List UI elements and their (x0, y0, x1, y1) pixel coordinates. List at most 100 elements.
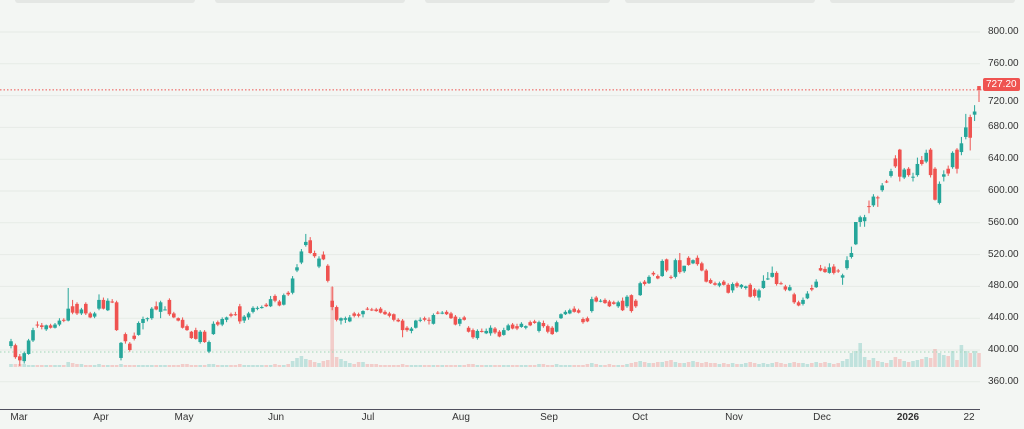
volume-bar (801, 363, 805, 367)
candle-body (717, 283, 722, 286)
candle-body (136, 322, 141, 335)
volume-bar (664, 361, 669, 367)
candle-body (110, 301, 114, 303)
candle-body (898, 149, 902, 177)
candle-body (524, 326, 528, 328)
volume-bar (400, 364, 405, 367)
candle-body (933, 168, 937, 200)
volume-bar (356, 362, 361, 367)
volume-bar (572, 365, 576, 367)
candle-body (664, 259, 669, 271)
volume-bar (647, 363, 651, 367)
volume-bar (642, 362, 647, 367)
volume-bar (651, 363, 656, 367)
volume-bar (40, 365, 44, 367)
volume-bar (739, 364, 744, 367)
candle-body (198, 331, 202, 343)
volume-bar (352, 364, 356, 367)
candle-body (299, 251, 304, 263)
volume-bar (911, 361, 915, 367)
volume-bar (290, 361, 295, 367)
candle-body (722, 281, 726, 285)
toolbar-segment (215, 0, 405, 3)
x-tick-label: Nov (725, 412, 743, 423)
volume-bar (172, 365, 176, 367)
candle-body (383, 311, 387, 315)
volume-bar (370, 364, 374, 367)
volume-bar (264, 365, 268, 367)
volume-bar (629, 363, 634, 367)
candle-body (783, 286, 788, 290)
candle-body (911, 176, 915, 178)
candle-body (361, 311, 365, 315)
volume-bar (876, 361, 880, 367)
volume-bar (396, 365, 400, 367)
x-tick-label: May (174, 412, 194, 423)
candle-body (695, 257, 700, 265)
toolbar-segment (15, 0, 195, 3)
candle-body (902, 169, 906, 178)
volume-bar (66, 362, 70, 367)
candle-body (594, 297, 598, 302)
volume-bar (532, 365, 537, 367)
candle-body (920, 159, 924, 164)
candle-body (620, 300, 625, 311)
volume-bar (343, 361, 348, 367)
candle-body (766, 278, 770, 280)
volume-bar (889, 360, 893, 367)
volume-bar (871, 358, 876, 367)
last-price-label: 727.20 (983, 78, 1020, 91)
candle-body (792, 294, 796, 303)
candle-body (761, 280, 766, 288)
candle-body (207, 342, 211, 352)
candle-body (418, 319, 422, 321)
volume-bar (832, 364, 836, 367)
candle-body (607, 301, 612, 307)
candle-body (352, 313, 356, 316)
candle-body (488, 327, 493, 334)
candle-body (66, 308, 70, 321)
volume-bar (48, 365, 53, 367)
volume-bar (752, 363, 757, 367)
volume-bar (805, 364, 810, 367)
candle-body (972, 111, 977, 115)
candle-body (739, 284, 744, 288)
volume-bar (634, 362, 638, 367)
volume-bar (97, 364, 101, 367)
candle-body (444, 311, 449, 315)
candle-body (92, 313, 97, 317)
volume-bar (286, 364, 290, 367)
candle-body (576, 310, 581, 313)
volume-bar (700, 363, 704, 367)
volume-bar (898, 359, 902, 367)
volume-bar (409, 365, 414, 367)
candle-body (35, 324, 40, 326)
volume-bar (854, 351, 858, 367)
volume-bar (405, 365, 409, 367)
candle-body (44, 325, 48, 330)
candle-body (656, 276, 660, 279)
x-tick-label: 22 (963, 412, 975, 423)
y-tick-label: 800.00 (988, 26, 1019, 37)
candle-body (704, 270, 708, 282)
candle-body (708, 280, 713, 284)
volume-bar (480, 365, 484, 367)
volume-bar (440, 365, 444, 367)
candle-body (471, 330, 475, 338)
candle-body (906, 168, 911, 176)
candle-body (757, 290, 761, 298)
candle-body (273, 295, 277, 301)
volume-bar (862, 357, 867, 367)
volume-bar (422, 365, 427, 367)
candle-body (141, 318, 145, 323)
candle-body (370, 309, 374, 311)
candle-body (638, 283, 642, 296)
candle-body (823, 268, 827, 273)
volume-bar (334, 357, 339, 367)
candle-body (31, 330, 35, 341)
volume-bar (317, 363, 321, 367)
candle-body (810, 287, 814, 290)
volume-bar (761, 363, 766, 367)
volume-bar (568, 365, 572, 367)
